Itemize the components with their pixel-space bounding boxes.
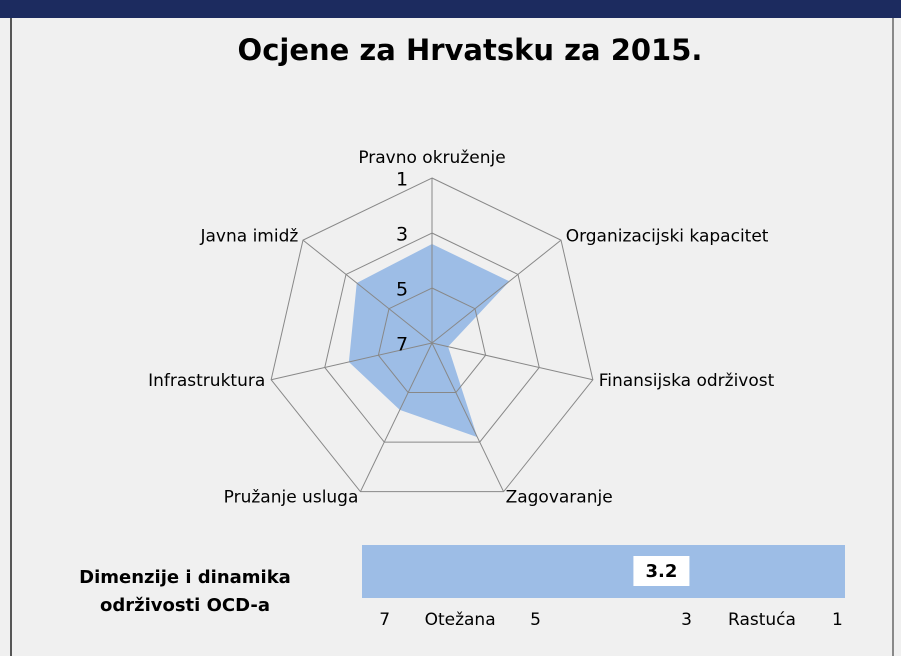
r-tick-label: 1 <box>396 169 408 191</box>
category-label: Pružanje usluga <box>224 488 359 508</box>
value-label: 3.2 <box>645 561 677 582</box>
grid-ring <box>270 177 594 493</box>
category-label: Pravno okruženje <box>358 148 505 168</box>
scale-bar <box>362 545 845 598</box>
category-label: Infrastruktura <box>148 371 265 391</box>
r-tick-label: 3 <box>396 224 408 246</box>
chart-title: Ocjene za Hrvatsku za 2015. <box>238 33 703 67</box>
scale-title: održivosti OCD-a <box>100 595 270 616</box>
category-label: Zagovaranje <box>506 488 613 508</box>
x-tick-label: 5 <box>530 610 541 630</box>
category-label: Organizacijski kapacitet <box>566 226 769 246</box>
x-tick-label: 1 <box>832 610 843 630</box>
r-tick-label: 7 <box>396 334 408 356</box>
zone-label: Rastuća <box>728 610 796 630</box>
spoke <box>271 342 433 381</box>
r-tick-label: 5 <box>396 279 408 301</box>
spoke <box>431 342 505 492</box>
spoke <box>431 239 562 344</box>
value-marker <box>633 556 690 586</box>
category-label: Finansijska održivost <box>599 371 775 391</box>
grid-ring <box>377 287 487 394</box>
spoke <box>302 239 433 344</box>
top-band <box>0 0 901 18</box>
x-tick-label: 3 <box>681 610 692 630</box>
category-label: Javna imidž <box>199 226 298 246</box>
spoke <box>431 342 593 381</box>
spoke <box>359 342 433 492</box>
x-tick-label: 7 <box>379 610 390 630</box>
scale-title: Dimenzije i dinamika <box>79 567 291 588</box>
grid-ring <box>324 232 540 443</box>
zone-label: Otežana <box>425 610 496 630</box>
